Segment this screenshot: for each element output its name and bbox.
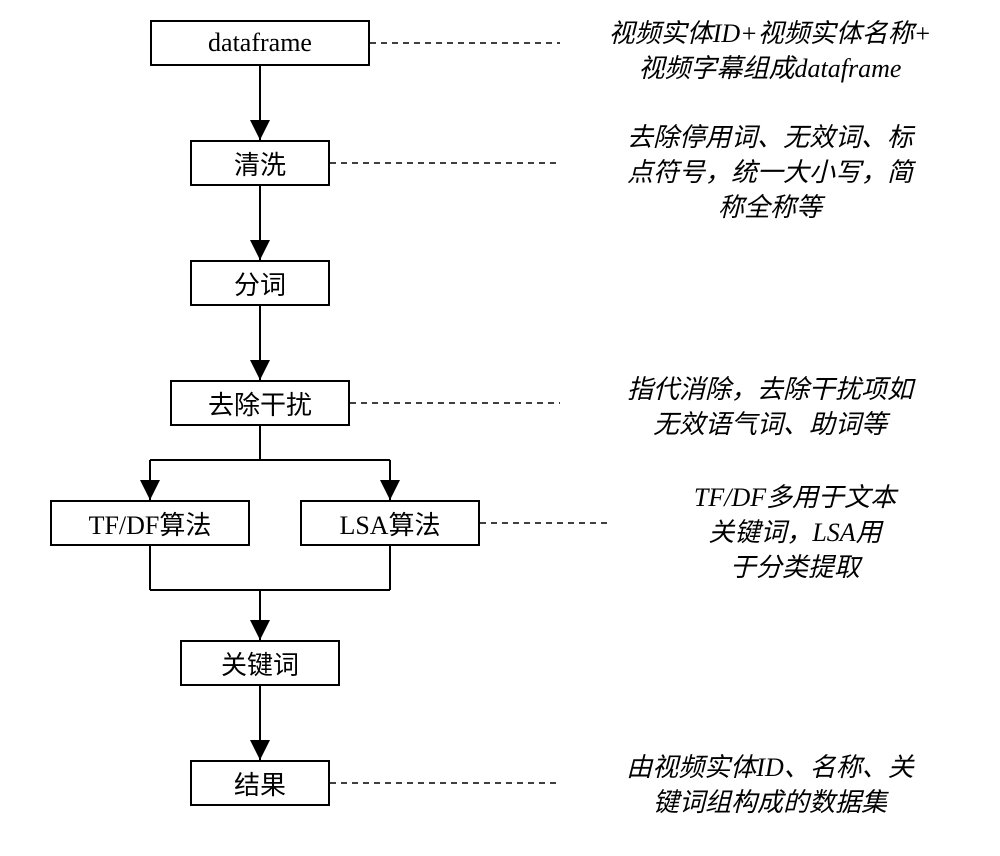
node-tfdf: TF/DF算法 <box>50 500 250 546</box>
annot-algorithms: TF/DF多用于文本关键词，LSA用于分类提取 <box>610 480 980 585</box>
node-label: TF/DF算法 <box>89 505 212 542</box>
node-dataframe: dataframe <box>150 20 370 66</box>
node-lsa: LSA算法 <box>300 500 480 546</box>
annot-text: 视频实体ID+视频实体名称+视频字幕组成dataframe <box>609 19 932 83</box>
node-keywords: 关键词 <box>180 640 340 686</box>
node-clean: 清洗 <box>190 140 330 186</box>
annot-result: 由视频实体ID、名称、关键词组构成的数据集 <box>560 750 980 820</box>
node-label: dataframe <box>208 28 312 58</box>
node-label: 结果 <box>234 765 286 802</box>
node-label: 分词 <box>234 265 286 302</box>
node-tokenize: 分词 <box>190 260 330 306</box>
annot-clean: 去除停用词、无效词、标点符号，统一大小写，简称全称等 <box>560 120 980 225</box>
node-label: 去除干扰 <box>208 385 312 422</box>
node-label: LSA算法 <box>339 505 440 542</box>
annot-text: 由视频实体ID、名称、关键词组构成的数据集 <box>626 753 913 817</box>
node-label: 清洗 <box>234 145 286 182</box>
annot-text: TF/DF多用于文本关键词，LSA用于分类提取 <box>694 483 896 582</box>
annot-text: 指代消除，去除干扰项如无效语气词、助词等 <box>627 375 913 439</box>
annot-text: 去除停用词、无效词、标点符号，统一大小写，简称全称等 <box>627 123 913 222</box>
node-denoise: 去除干扰 <box>170 380 350 426</box>
node-result: 结果 <box>190 760 330 806</box>
annot-denoise: 指代消除，去除干扰项如无效语气词、助词等 <box>560 372 980 442</box>
annot-dataframe: 视频实体ID+视频实体名称+视频字幕组成dataframe <box>560 16 980 86</box>
node-label: 关键词 <box>221 645 299 682</box>
